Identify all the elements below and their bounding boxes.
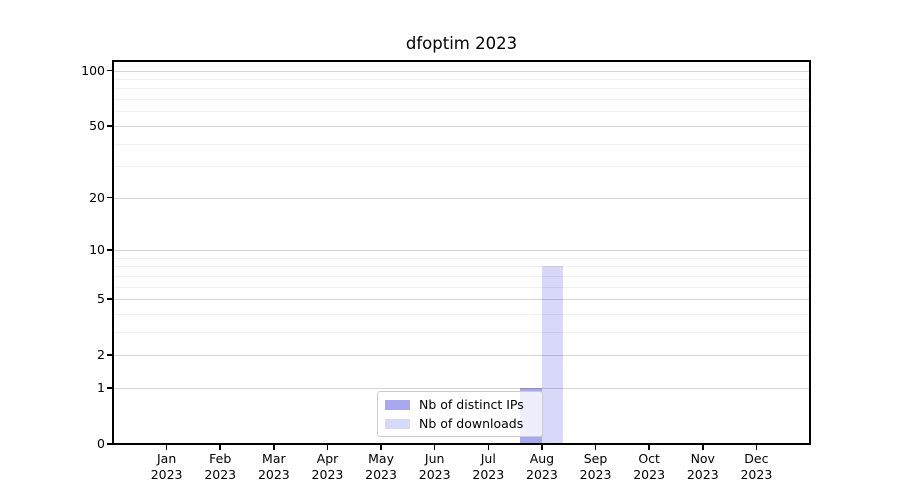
x-axis-label: Apr 2023 <box>311 451 344 482</box>
y-axis-tick <box>107 354 112 356</box>
gridline-minor <box>113 275 810 277</box>
y-axis-label: 2 <box>97 347 105 363</box>
x-axis-tick <box>541 445 543 450</box>
y-axis-label: 1 <box>97 379 105 395</box>
y-axis-label: 100 <box>81 62 105 78</box>
y-axis-label: 10 <box>89 241 105 257</box>
y-axis-tick <box>107 196 112 199</box>
gridline-minor <box>113 286 810 288</box>
x-axis-tick <box>702 445 704 450</box>
x-axis-label: Mar 2023 <box>257 451 290 482</box>
plot-area: 0 1 2 5 10 20 50 100 Jan 2023 Feb 2023 Mar 2023 Apr 202… <box>81 60 811 482</box>
y-axis-tick <box>107 443 112 445</box>
x-axis-label: Jun 2023 <box>418 451 451 482</box>
y-axis-label: 50 <box>89 117 105 133</box>
x-axis-tick <box>648 445 650 450</box>
x-axis-tick <box>273 445 275 450</box>
legend-swatch-downloads-icon <box>385 418 410 429</box>
x-axis-label: Nov 2023 <box>686 451 719 482</box>
x-axis-label: Jan 2023 <box>150 451 183 482</box>
y-axis-tick <box>107 298 112 300</box>
x-axis-label: May 2023 <box>365 451 397 482</box>
legend-label-distinct-ips: Nb of distinct IPs <box>419 397 524 412</box>
y-axis-label: 0 <box>97 436 105 451</box>
gridline-major <box>113 125 810 127</box>
gridline-minor <box>113 88 810 90</box>
gridline-major <box>113 355 810 357</box>
x-axis-tick <box>487 445 490 450</box>
gridline-major <box>113 197 810 199</box>
legend-label-downloads: Nb of downloads <box>419 416 524 431</box>
y-axis-label: 5 <box>97 291 105 307</box>
x-axis-tick <box>219 445 221 450</box>
x-axis-tick <box>433 445 436 450</box>
gridline-minor <box>113 266 810 268</box>
x-axis-tick <box>326 445 329 450</box>
x-axis-label: Sep 2023 <box>579 451 612 482</box>
legend-item-distinct-ips: Nb of distinct IPs <box>385 395 542 414</box>
x-axis-tick <box>755 445 758 450</box>
x-axis-tick <box>165 445 168 450</box>
y-axis-tick <box>107 69 112 72</box>
legend-swatch-distinct-ips-icon <box>385 399 410 410</box>
x-axis-label: Feb 2023 <box>204 451 237 482</box>
chart-title: dfoptim 2023 <box>405 34 518 53</box>
x-axis-label: Dec 2023 <box>740 451 773 482</box>
y-axis-tick <box>107 125 112 127</box>
gridline-major <box>113 70 810 72</box>
gridline-major <box>113 299 810 301</box>
gridline-minor <box>113 313 810 315</box>
x-axis-tick <box>380 445 382 450</box>
gridline-minor <box>113 99 810 101</box>
x-axis-label: Aug 2023 <box>526 451 558 482</box>
x-axis-tick <box>594 445 597 450</box>
y-axis-tick <box>107 387 112 389</box>
x-axis-label: Oct 2023 <box>633 451 666 482</box>
gridline-major <box>113 387 810 389</box>
gridline-minor <box>113 257 810 259</box>
grid-layer <box>113 61 810 444</box>
gridline-minor <box>113 143 810 145</box>
bar-downloads-aug <box>541 266 564 444</box>
x-axis-label: Jul 2023 <box>472 451 505 482</box>
gridline-minor <box>113 79 810 81</box>
y-axis-label: 20 <box>89 189 105 205</box>
legend-item-downloads: Nb of downloads <box>385 414 542 433</box>
gridline-major <box>113 249 810 251</box>
gridline-minor <box>113 331 810 333</box>
gridline-minor <box>113 166 810 168</box>
axes-layer: 0 1 2 5 10 20 50 100 Jan 2023 Feb 2023 Mar 2023 Apr 202… <box>81 61 810 482</box>
legend: Nb of distinct IPs Nb of downloads <box>377 391 543 437</box>
gridline-minor <box>113 111 810 113</box>
y-axis-tick <box>107 249 112 251</box>
